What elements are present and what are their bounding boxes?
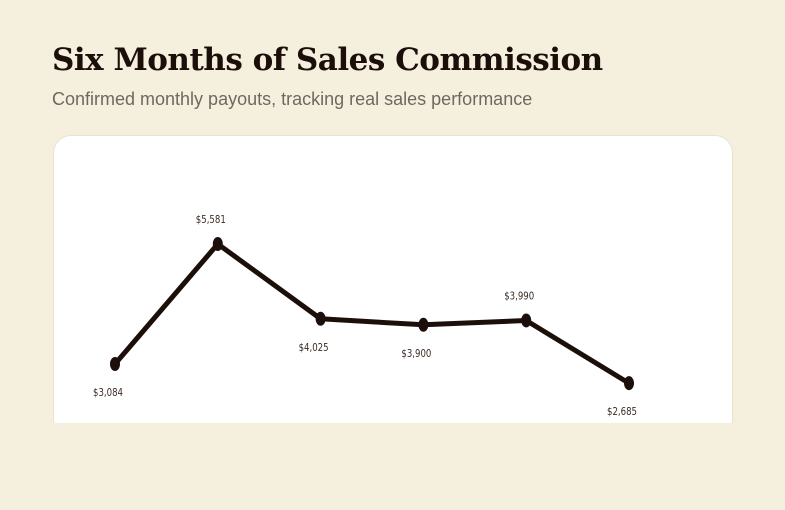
data-label-6: $2,685 — [607, 405, 637, 418]
data-label-2: $5,581 — [196, 213, 226, 226]
data-label-3: $4,025 — [299, 341, 329, 354]
page-subtitle: Confirmed monthly payouts, tracking real… — [52, 89, 533, 109]
data-point-5 — [521, 313, 532, 328]
data-label-4: $3,900 — [401, 347, 431, 360]
page-bottom-area — [0, 423, 785, 510]
series-line — [112, 241, 632, 386]
chart-card — [53, 135, 733, 437]
data-point-2 — [212, 237, 223, 251]
data-label-1: $3,084 — [93, 386, 123, 399]
data-point-1 — [110, 357, 120, 371]
data-point-6 — [624, 376, 634, 391]
data-labels: $3,084 $5,581 $4,025 $3,900 $3,990 $2,685 — [93, 213, 637, 418]
data-label-5: $3,990 — [504, 289, 534, 302]
page-title: Six Months of Sales Commission — [52, 42, 603, 78]
data-point-3 — [315, 311, 326, 326]
data-points — [110, 237, 634, 391]
data-point-4 — [418, 317, 429, 332]
